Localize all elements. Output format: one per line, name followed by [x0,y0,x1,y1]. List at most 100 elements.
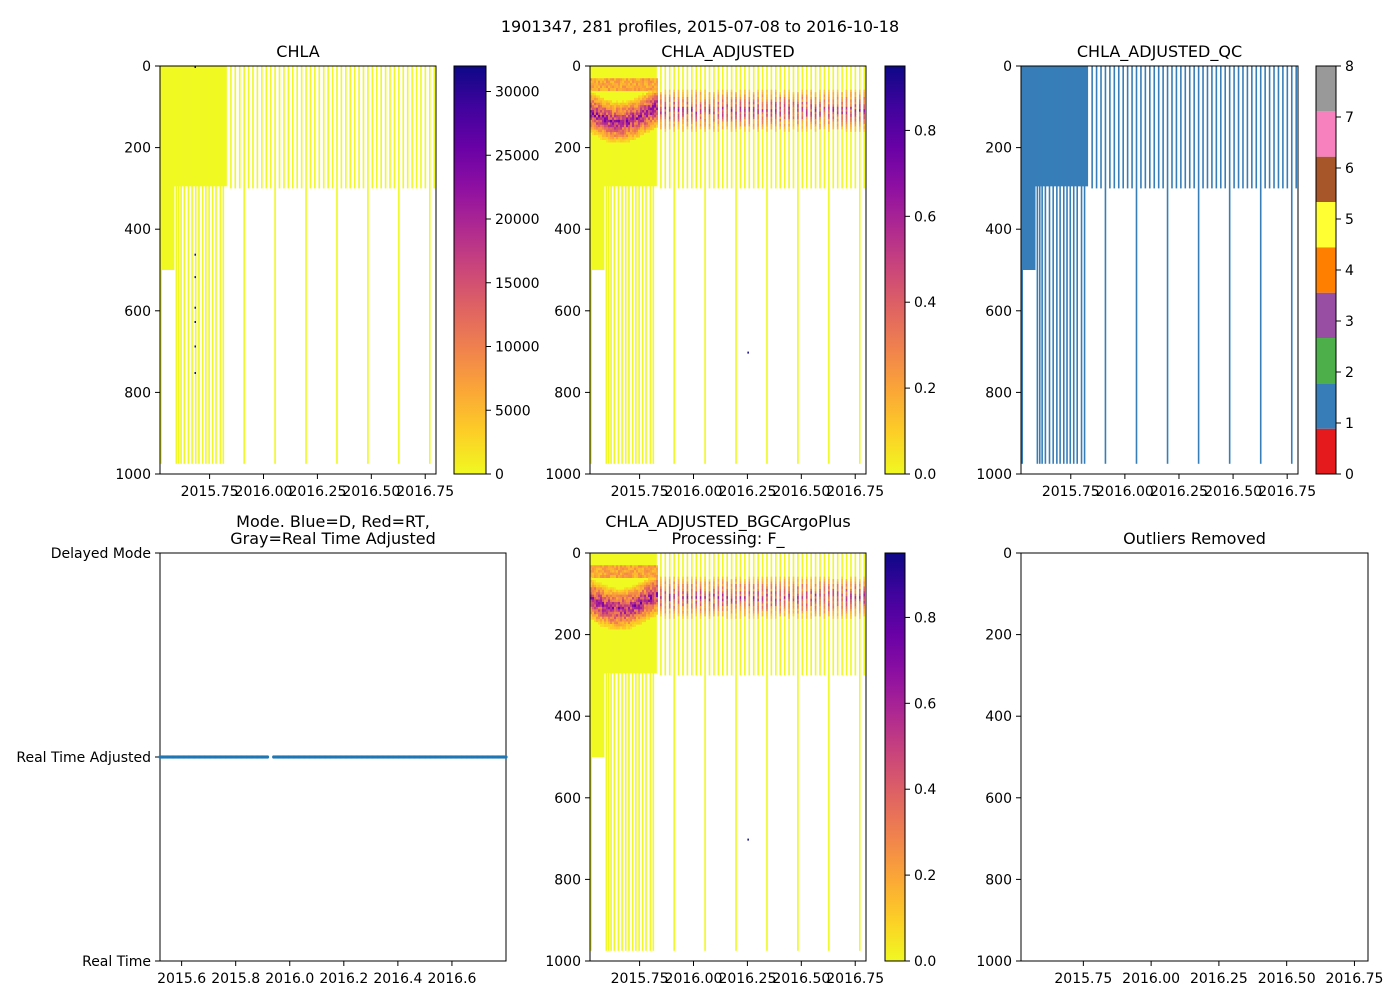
dcm-cell [691,123,693,127]
y-tick-label: 200 [554,628,581,644]
dcm-cell [854,591,857,595]
dcm-cell [644,575,646,579]
dcm-cell [726,579,728,583]
dcm-cell [832,608,835,612]
dcm-cell [730,581,733,585]
dcm-cell [626,606,628,610]
dcm-cell [646,112,648,116]
dcm-cell [770,593,773,597]
dcm-cell [695,123,698,127]
dcm-cell [757,603,759,607]
dcm-cell [779,116,782,120]
qc-colorbar-segment [1316,66,1336,112]
dcm-cell [673,581,675,585]
dcm-cell [752,121,755,125]
dcm-cell [761,121,764,125]
dcm-cell [590,570,592,574]
dcm-cell [608,567,610,571]
profile [424,66,427,189]
dcm-cell [650,112,652,116]
dcm-cell [775,92,777,96]
dcm-cell [779,111,782,115]
dcm-cell [726,603,728,607]
colorbar-tick-label: 20000 [495,212,540,228]
dcm-cell [626,621,628,625]
dcm-cell [730,116,733,120]
dcm-cell [832,109,835,113]
dcm-cell [612,105,614,109]
dcm-cell [668,588,671,592]
spike-point [194,306,196,309]
dcm-cell [634,83,636,87]
dcm-cell [598,606,600,610]
dcm-cell [650,127,652,131]
dcm-cell [699,89,702,93]
dcm-cell [594,609,596,613]
dcm-cell [650,88,652,92]
x-tick-label: 2015.75 [1042,484,1100,500]
profile [367,66,369,464]
dcm-cell [854,608,857,612]
dcm-cell [632,102,634,106]
dcm-cell [600,589,602,593]
dcm-cell [600,565,602,569]
dcm-cell [664,606,667,610]
dcm-cell [717,596,720,600]
dcm-cell [656,83,658,87]
dcm-cell [713,579,715,583]
dcm-cell [602,611,604,615]
dcm-cell [744,586,746,590]
dcm-cell [628,616,630,620]
dcm-cell [854,94,857,98]
dcm-cell [638,589,640,593]
dcm-cell [682,94,684,98]
dcm-cell [604,110,606,114]
dcm-cell [814,576,817,580]
dcm-cell [823,579,826,583]
dcm-cell [634,105,636,109]
dcm-cell [792,593,795,597]
dcm-cell [620,132,622,136]
dcm-cell [644,601,646,605]
dcm-cell [819,598,821,602]
dcm-cell [673,603,675,607]
dcm-cell [630,129,632,133]
dcm-cell [695,109,698,113]
dcm-cell [594,105,596,109]
dcm-cell [810,579,812,583]
dcm-cell [632,570,634,574]
plot-frame [1020,65,1299,475]
dcm-cell [654,80,656,84]
dcm-cell [686,603,689,607]
dcm-cell [766,106,768,110]
dcm-cell [604,102,606,106]
dcm-cell [739,106,742,110]
profile [1255,66,1258,189]
dcm-cell [863,596,866,600]
dcm-cell [748,579,751,583]
dcm-cell [761,116,764,120]
dcm-cell [636,584,638,588]
dcm-cell [757,94,759,98]
dcm-cell [608,623,610,627]
dcm-cell [612,567,614,571]
dcm-cell [673,128,675,132]
dcm-cell [600,599,602,603]
dcm-cell [654,124,656,128]
dcm-cell [757,613,759,617]
dcm-cell [823,89,826,93]
dcm-cell [628,611,630,615]
dcm-cell [626,594,628,598]
dcm-cell [660,576,662,580]
dcm-cell [757,121,759,125]
dcm-cell [624,601,626,605]
dcm-cell [686,581,689,585]
dcm-cell [668,591,671,595]
dcm-cell [606,567,608,571]
dcm-cell [726,119,728,123]
dcm-cell [630,127,632,131]
x-tick-label: 2016.50 [1258,971,1316,987]
dcm-cell [748,596,751,600]
dcm-cell [632,124,634,128]
dcm-cell [748,104,751,108]
